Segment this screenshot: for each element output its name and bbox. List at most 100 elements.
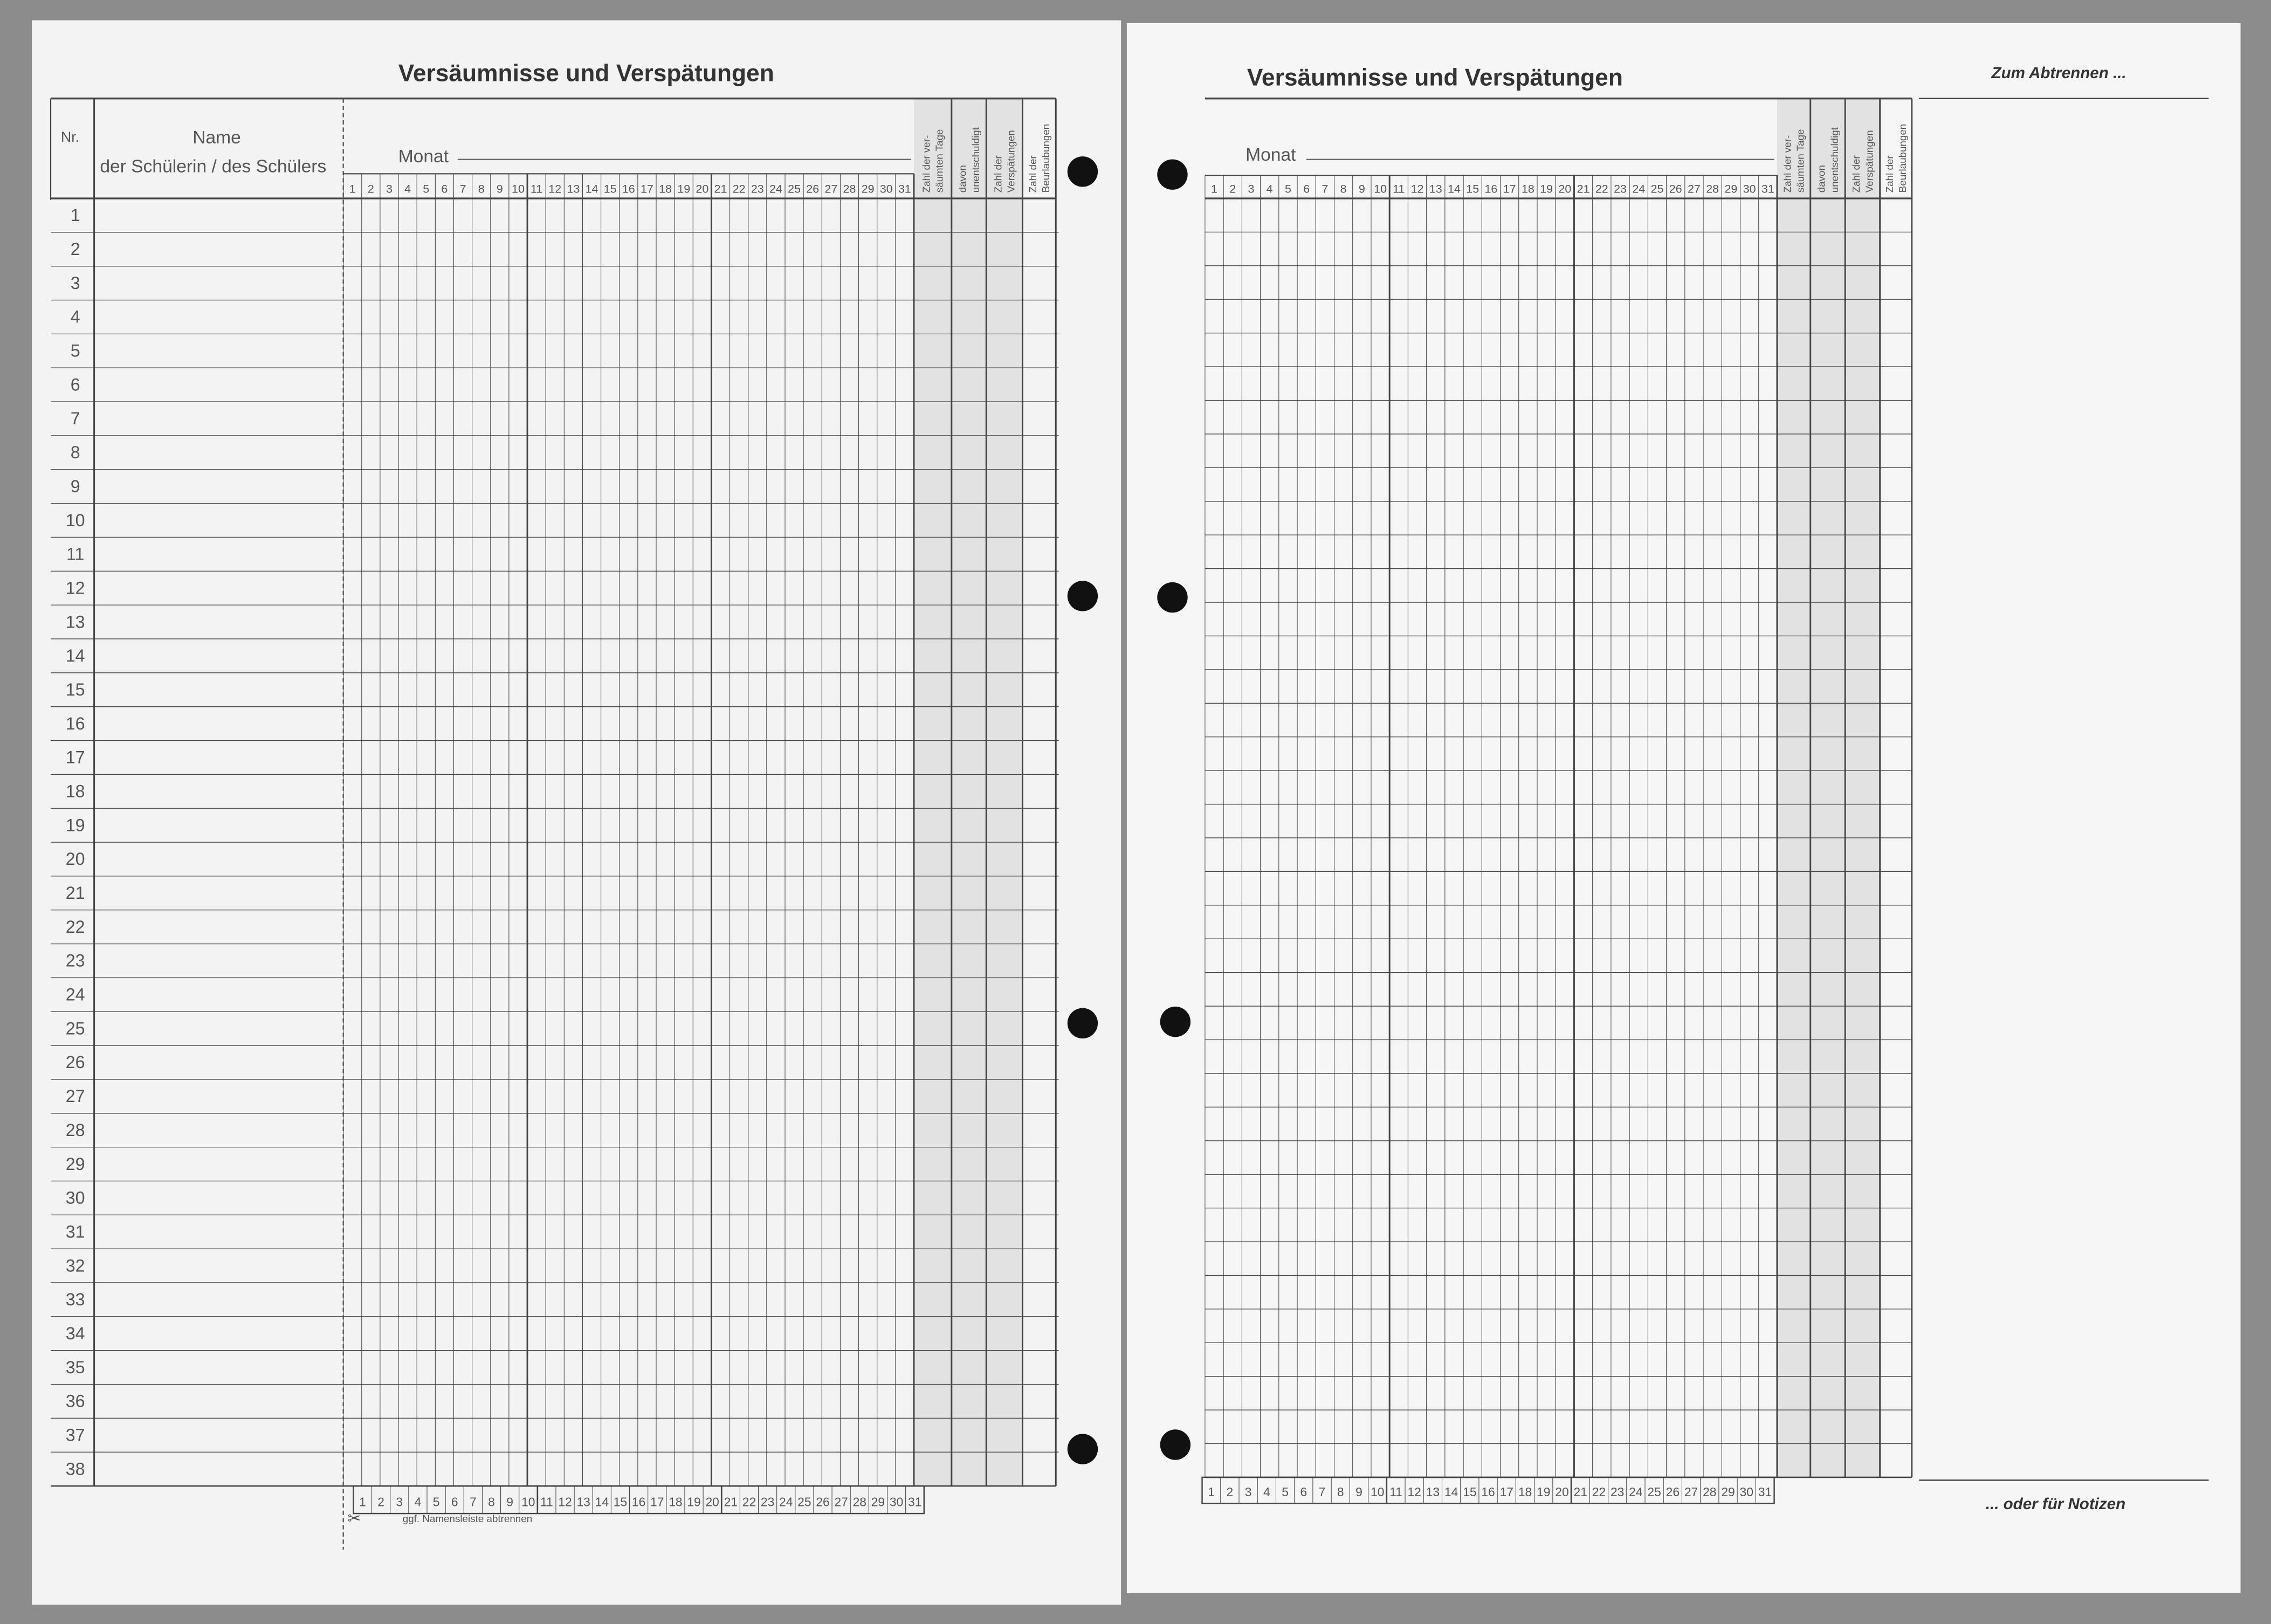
summary-column-shade bbox=[1845, 98, 1880, 1477]
day-number-header: 31 bbox=[1761, 182, 1774, 195]
day-number-header: 28 bbox=[1706, 182, 1719, 195]
day-number-footer: 21 bbox=[1574, 1485, 1587, 1499]
day-number-header: 30 bbox=[880, 182, 893, 195]
day-number-header: 17 bbox=[641, 182, 653, 195]
day-number-footer: 5 bbox=[1282, 1485, 1289, 1499]
day-number-footer: 24 bbox=[1629, 1485, 1643, 1499]
row-number: 26 bbox=[66, 1052, 85, 1072]
day-number-footer: 30 bbox=[890, 1495, 903, 1509]
day-number-footer: 21 bbox=[724, 1495, 738, 1509]
day-number-header: 14 bbox=[586, 182, 598, 195]
day-number-footer: 24 bbox=[779, 1495, 793, 1509]
day-number-footer: 28 bbox=[1703, 1485, 1716, 1499]
day-number-footer: 19 bbox=[1537, 1485, 1550, 1499]
day-number-footer: 12 bbox=[558, 1495, 572, 1509]
day-number-header: 26 bbox=[1669, 182, 1682, 195]
day-number-footer: 13 bbox=[576, 1495, 590, 1509]
day-number-footer: 9 bbox=[1355, 1485, 1362, 1499]
row-number: 27 bbox=[66, 1086, 85, 1106]
summary-column-shade bbox=[913, 98, 952, 1487]
day-number-header: 19 bbox=[1540, 182, 1553, 195]
punch-hole bbox=[1157, 159, 1188, 190]
row-number: 32 bbox=[66, 1256, 85, 1275]
row-number: 7 bbox=[71, 409, 80, 428]
day-number-header: 2 bbox=[368, 182, 374, 195]
day-number-header: 22 bbox=[1595, 182, 1608, 195]
day-number-header: 13 bbox=[1429, 182, 1442, 195]
name-subheader: der Schülerin / des Schülers bbox=[100, 156, 327, 177]
row-number: 33 bbox=[66, 1290, 85, 1309]
row-number: 35 bbox=[66, 1358, 85, 1377]
punch-hole bbox=[1067, 1434, 1098, 1464]
day-number-header: 1 bbox=[349, 182, 356, 195]
row-number: 17 bbox=[66, 748, 85, 767]
day-number-footer: 14 bbox=[1444, 1485, 1458, 1499]
day-number-header: 20 bbox=[696, 182, 708, 195]
row-number: 22 bbox=[66, 917, 85, 937]
row-number: 19 bbox=[66, 815, 85, 835]
day-number-footer: 20 bbox=[1555, 1485, 1568, 1499]
summary-column-header: Zahl der bbox=[1027, 155, 1038, 192]
day-number-footer: 4 bbox=[1263, 1485, 1270, 1499]
row-number: 14 bbox=[66, 646, 85, 665]
day-number-header: 18 bbox=[1522, 182, 1534, 195]
row-number: 15 bbox=[66, 680, 85, 699]
day-number-header: 3 bbox=[1248, 182, 1255, 195]
day-number-header: 8 bbox=[1340, 182, 1347, 195]
day-number-header: 3 bbox=[386, 182, 393, 195]
day-number-footer: 10 bbox=[521, 1495, 535, 1509]
day-number-footer: 6 bbox=[451, 1495, 458, 1509]
day-number-footer: 3 bbox=[1245, 1485, 1252, 1499]
day-number-header: 30 bbox=[1743, 182, 1756, 195]
day-number-footer: 25 bbox=[797, 1495, 811, 1509]
row-number: 36 bbox=[66, 1392, 85, 1411]
day-number-header: 23 bbox=[1614, 182, 1627, 195]
day-number-footer: 7 bbox=[470, 1495, 477, 1509]
day-number-footer: 18 bbox=[669, 1495, 682, 1509]
summary-column-header: unentschuldigt bbox=[1829, 127, 1840, 192]
punch-hole bbox=[1067, 156, 1098, 187]
day-number-header: 11 bbox=[1393, 182, 1405, 195]
day-number-header: 24 bbox=[769, 182, 782, 195]
day-number-footer: 13 bbox=[1426, 1485, 1440, 1499]
day-number-header: 21 bbox=[1577, 182, 1590, 195]
day-number-header: 10 bbox=[1374, 182, 1387, 195]
cut-note: ggf. Namensleiste abtrennen bbox=[402, 1515, 533, 1525]
day-number-footer: 4 bbox=[415, 1495, 422, 1509]
day-number-header: 29 bbox=[862, 182, 875, 195]
left-page-title: Versäumnisse und Verspätungen bbox=[398, 60, 774, 87]
summary-column-shade bbox=[986, 98, 1023, 1487]
day-number-footer: 12 bbox=[1407, 1485, 1421, 1499]
row-number: 38 bbox=[66, 1459, 85, 1478]
day-number-header: 10 bbox=[512, 182, 525, 195]
day-number-header: 20 bbox=[1558, 182, 1571, 195]
row-number: 20 bbox=[66, 849, 85, 869]
day-number-footer: 9 bbox=[506, 1495, 513, 1509]
day-number-footer: 16 bbox=[632, 1495, 645, 1509]
summary-column-header: säumten Tage bbox=[934, 129, 945, 193]
day-number-header: 9 bbox=[497, 182, 503, 195]
row-number: 1 bbox=[71, 205, 80, 225]
day-number-footer: 14 bbox=[595, 1495, 609, 1509]
row-number: 21 bbox=[66, 883, 85, 903]
punch-hole bbox=[1160, 1006, 1191, 1037]
summary-column-header: davon bbox=[1816, 165, 1827, 192]
row-number: 12 bbox=[66, 578, 85, 597]
day-number-footer: 3 bbox=[396, 1495, 403, 1509]
day-number-header: 22 bbox=[733, 182, 746, 195]
day-number-footer: 19 bbox=[687, 1495, 700, 1509]
day-number-footer: 25 bbox=[1647, 1485, 1661, 1499]
row-number: 11 bbox=[66, 545, 84, 564]
day-number-footer: 18 bbox=[1518, 1485, 1532, 1499]
day-number-footer: 23 bbox=[1611, 1485, 1624, 1499]
row-number: 25 bbox=[66, 1019, 85, 1038]
summary-column-header: Verspätungen bbox=[1006, 130, 1017, 192]
row-number: 28 bbox=[66, 1120, 85, 1140]
day-number-header: 14 bbox=[1448, 182, 1461, 195]
row-number: 34 bbox=[66, 1324, 85, 1343]
day-number-header: 15 bbox=[1466, 182, 1479, 195]
day-number-header: 5 bbox=[423, 182, 429, 195]
day-number-footer: 16 bbox=[1481, 1485, 1495, 1499]
